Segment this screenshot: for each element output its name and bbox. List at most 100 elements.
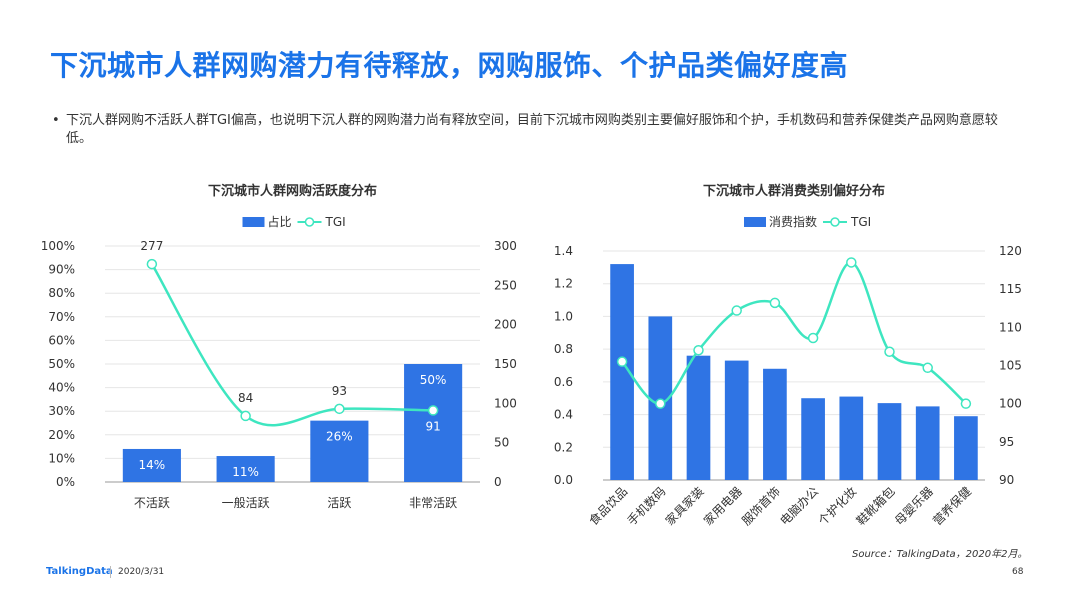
- bar: [801, 398, 825, 480]
- bar: [724, 360, 749, 480]
- x-tick-label: 个护化妆: [816, 484, 860, 528]
- y-left-tick-label: 100%: [41, 239, 75, 253]
- y-left-tick-label: 0%: [56, 475, 75, 489]
- page-number: 68: [1012, 567, 1024, 577]
- bar: [877, 403, 902, 480]
- x-tick-label: 家用电器: [700, 484, 745, 529]
- tgi-point: [922, 362, 933, 374]
- y-right-tick-label: 115: [999, 282, 1022, 296]
- bullet-dot: •: [52, 113, 60, 128]
- y-left-tick-label: 40%: [48, 381, 75, 395]
- x-tick-label: 活跃: [327, 496, 351, 510]
- y-left-tick-label: 60%: [48, 333, 75, 347]
- bullet-text: 下沉人群网购不活跃人群TGI偏高，也说明下沉人群的网购潜力尚有释放空间，目前下沉…: [66, 113, 998, 146]
- y-left-tick-label: 0.8: [554, 342, 573, 356]
- x-tick-label: 手机数码: [624, 484, 669, 529]
- tgi-value-label: 84: [238, 391, 253, 405]
- x-tick-label: 电脑办公: [777, 484, 822, 529]
- y-right-tick-label: 0: [494, 475, 502, 489]
- y-right-tick-label: 50: [494, 436, 509, 450]
- bar: [610, 264, 634, 480]
- bar-value-label: 11%: [232, 465, 259, 479]
- x-tick-label: 非常活跃: [409, 496, 457, 510]
- legend-bar-label: 占比: [268, 214, 292, 229]
- tgi-point: [427, 405, 439, 416]
- y-left-tick-label: 1.0: [554, 309, 573, 323]
- y-right-tick-label: 110: [999, 320, 1022, 334]
- tgi-line: [621, 261, 967, 405]
- tgi-point: [846, 257, 857, 268]
- tgi-point: [616, 356, 628, 367]
- y-left-tick-label: 1.2: [554, 277, 573, 291]
- bar-value-label: 14%: [139, 458, 166, 472]
- legend-line-marker: [830, 217, 840, 227]
- y-right-tick-label: 95: [999, 435, 1014, 449]
- tgi-point: [960, 398, 972, 409]
- bar: [954, 416, 978, 480]
- legend-bar-swatch: [242, 217, 265, 227]
- x-tick-label: 不活跃: [134, 496, 170, 510]
- footer-brand-logo: TalkingData: [46, 566, 113, 577]
- y-right-tick-label: 105: [999, 359, 1022, 373]
- y-left-tick-label: 50%: [48, 357, 75, 371]
- x-tick-label: 服饰首饰: [739, 484, 783, 528]
- page-title: 下沉城市人群网购潜力有待释放，网购服饰、个护品类偏好度高: [50, 49, 849, 82]
- chart-title: 下沉城市人群消费类别偏好分布: [703, 183, 885, 199]
- bar: [839, 396, 864, 480]
- legend-bar-label: 消费指数: [769, 214, 817, 229]
- bar-value-label: 50%: [420, 373, 447, 387]
- bar: [404, 364, 463, 482]
- bar: [686, 355, 711, 480]
- y-right-tick-label: 250: [494, 278, 517, 292]
- tgi-point: [334, 403, 345, 415]
- tgi-value-label: 277: [140, 239, 163, 253]
- x-tick-label: 家具家装: [662, 484, 707, 529]
- tgi-point: [240, 410, 251, 422]
- y-right-tick-label: 100: [494, 396, 517, 410]
- x-tick-label: 母婴乐器: [892, 484, 936, 528]
- legend-line-marker: [304, 217, 315, 227]
- footer-divider: [110, 566, 111, 578]
- tgi-line: [150, 263, 434, 427]
- x-tick-label: 营养保健: [929, 484, 974, 529]
- tgi-point: [884, 346, 895, 358]
- x-tick-label: 一般活跃: [222, 495, 270, 510]
- y-left-tick-label: 1.4: [554, 244, 573, 258]
- x-tick-label: 鞋靴箱包: [853, 484, 898, 529]
- summary-bullet: • 下沉人群网购不活跃人群TGI偏高，也说明下沉人群的网购潜力尚有释放空间，目前…: [52, 112, 1012, 148]
- legend-bar-swatch: [744, 217, 766, 227]
- tgi-point: [807, 332, 819, 344]
- chart-title: 下沉城市人群网购活跃度分布: [208, 183, 377, 199]
- y-left-tick-label: 20%: [48, 428, 75, 442]
- legend-line-label: TGI: [850, 215, 871, 229]
- y-left-tick-label: 80%: [48, 286, 75, 300]
- y-left-tick-label: 30%: [48, 404, 75, 418]
- y-left-tick-label: 0.4: [554, 408, 573, 422]
- tgi-point: [731, 305, 742, 316]
- bar-value-label: 26%: [326, 430, 353, 444]
- tgi-point: [693, 344, 704, 356]
- y-right-tick-label: 300: [494, 239, 517, 253]
- footer-date: 2020/3/31: [118, 567, 165, 577]
- tgi-value-label: 91: [425, 419, 440, 433]
- tgi-point: [769, 297, 781, 309]
- bar: [122, 448, 181, 482]
- y-left-tick-label: 0.0: [554, 473, 573, 487]
- bar: [915, 406, 940, 480]
- legend-line-label: TGI: [325, 215, 346, 229]
- bar: [648, 316, 673, 480]
- source-note: Source：TalkingData，2020年2月。: [852, 549, 1028, 560]
- y-left-tick-label: 10%: [48, 451, 75, 465]
- y-right-tick-label: 100: [999, 397, 1022, 411]
- y-left-tick-label: 90%: [48, 263, 75, 277]
- y-right-tick-label: 90: [999, 473, 1014, 487]
- y-left-tick-label: 0.2: [554, 440, 573, 454]
- y-left-tick-label: 70%: [48, 310, 75, 324]
- y-left-tick-label: 0.6: [554, 375, 573, 389]
- x-tick-label: 食品饮品: [586, 484, 631, 529]
- bar: [763, 368, 787, 480]
- bar: [310, 420, 369, 482]
- tgi-point: [146, 258, 158, 270]
